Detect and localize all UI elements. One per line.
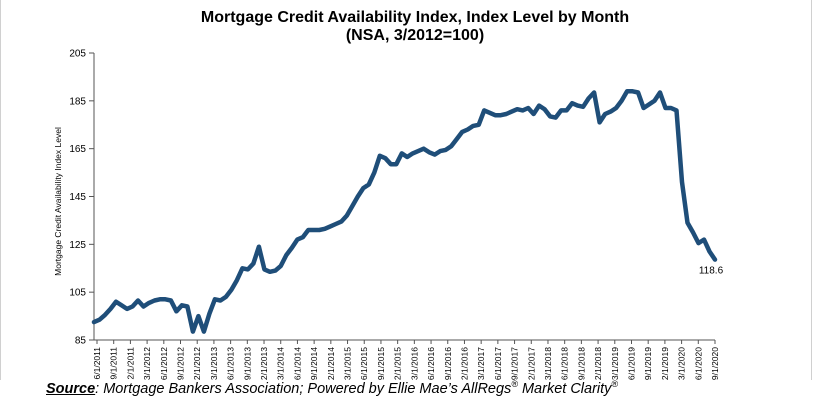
x-tick-label: 12/1/2015 (393, 347, 403, 380)
x-tick-label: 9/1/2019 (643, 347, 653, 380)
x-tick-label: 9/1/2017 (510, 347, 520, 380)
x-tick-label: 12/1/2014 (326, 347, 336, 380)
x-tick-label: 6/1/2016 (426, 347, 436, 380)
x-tick-label: 3/1/2018 (543, 347, 553, 380)
source-label: Source (46, 380, 96, 397)
x-tick-label: 3/1/2013 (209, 347, 219, 380)
source-text: : Mortgage Bankers Association; Powered … (95, 380, 512, 397)
x-tick-label: 6/1/2019 (626, 347, 636, 380)
source-mid-text: Market Clarity (517, 380, 612, 397)
x-tick-label: 9/1/2020 (710, 347, 720, 380)
x-tick-label: 12/1/2018 (593, 347, 603, 380)
end-value-label: 118.6 (699, 266, 724, 277)
registered-mark: ® (511, 379, 518, 389)
y-tick-label: 145 (69, 192, 86, 203)
y-tick-label: 165 (69, 144, 86, 155)
x-tick-label: 12/1/2011 (125, 347, 135, 380)
x-tick-label: 3/1/2016 (409, 347, 419, 380)
series-line-mcai (91, 89, 718, 334)
y-tick-label: 125 (69, 240, 86, 251)
chart-subtitle: (NSA, 3/2012=100) (345, 27, 485, 44)
source-footer: Source: Mortgage Bankers Association; Po… (46, 379, 618, 397)
x-tick-label: 3/1/2019 (610, 347, 620, 380)
x-tick-label: 3/1/2014 (276, 347, 286, 380)
frame-right-rule (811, 0, 812, 380)
x-tick-label: 9/1/2016 (443, 347, 453, 380)
x-tick-label: 3/1/2012 (142, 347, 152, 380)
x-tick-label: 6/1/2013 (226, 347, 236, 380)
y-tick-label: 185 (69, 96, 86, 107)
x-tick-label: 6/1/2018 (560, 347, 570, 380)
x-tick-label: 12/1/2016 (459, 347, 469, 380)
x-tick-label: 12/1/2017 (526, 347, 536, 380)
x-tick-label: 6/1/2014 (292, 347, 302, 380)
y-tick-label: 85 (75, 336, 87, 347)
frame-left-rule (0, 0, 1, 380)
x-tick-label: 3/1/2020 (677, 347, 687, 380)
x-tick-label: 6/1/2020 (693, 347, 703, 380)
y-axis-title: Mortgage Credit Availability Index Level (53, 127, 63, 276)
chart-title: Mortgage Credit Availability Index, Inde… (200, 9, 630, 26)
x-tick-label: 9/1/2014 (309, 347, 319, 380)
x-tick-label: 6/1/2012 (159, 347, 169, 380)
x-tick-label: 3/1/2017 (476, 347, 486, 380)
line-plot: 85 105 125 145 165 185 205 Mortgage Credit Avai… (53, 49, 724, 381)
y-tick-label: 205 (69, 49, 86, 60)
x-tick-label: 9/1/2012 (176, 347, 186, 380)
x-tick-label: 12/1/2019 (660, 347, 670, 380)
x-tick-label: 12/1/2012 (192, 347, 202, 380)
x-tick-label: 3/1/2015 (343, 347, 353, 380)
x-tick-label: 9/1/2013 (242, 347, 252, 380)
x-tick-label: 6/1/2011 (92, 347, 102, 380)
x-tick-label: 9/1/2011 (109, 347, 119, 380)
x-tick-label: 6/1/2015 (359, 347, 369, 380)
x-tick-label: 9/1/2018 (576, 347, 586, 380)
x-tick-label: 9/1/2015 (376, 347, 386, 380)
registered-mark-2: ® (611, 379, 619, 389)
x-tick-label: 6/1/2017 (493, 347, 503, 380)
x-tick-label: 12/1/2013 (259, 347, 269, 380)
y-tick-label: 105 (69, 288, 86, 299)
